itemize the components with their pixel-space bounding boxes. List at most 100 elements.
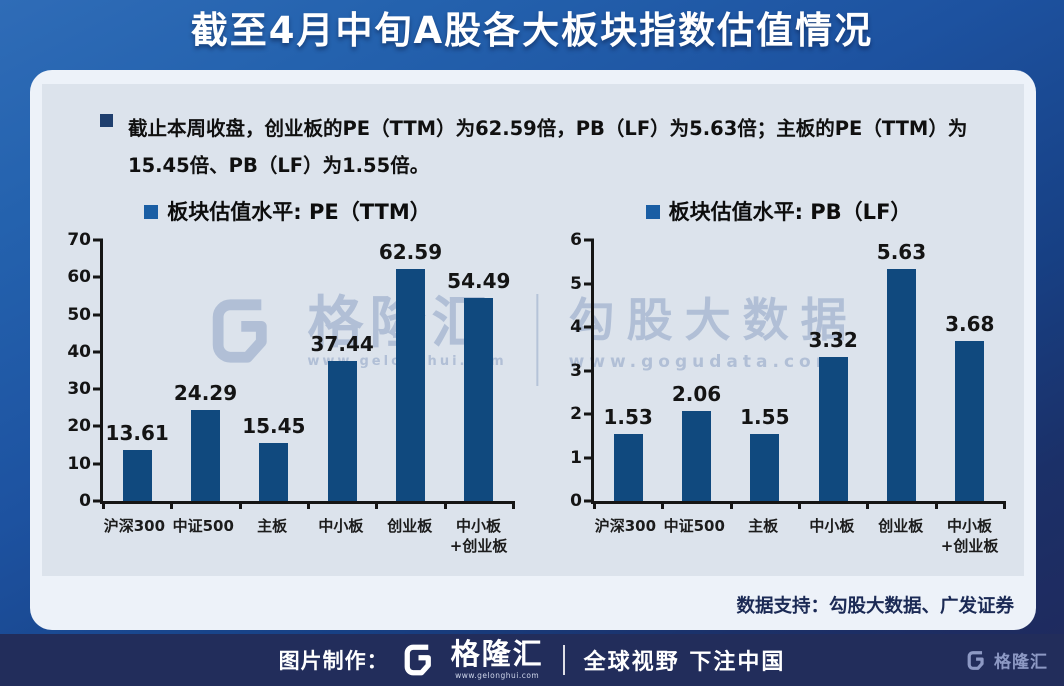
y-axis-tick-mark	[93, 238, 103, 242]
x-axis-category-label: 主板	[257, 517, 288, 535]
chart-panel: 截止本周收盘，创业板的PE（TTM）为62.59倍，PB（LF）为5.63倍；主…	[42, 84, 1024, 576]
x-axis-tick-mark	[1003, 501, 1006, 509]
x-axis-category-label: 创业板	[387, 517, 433, 535]
bar-slot: 24.29	[171, 240, 239, 501]
bar	[613, 434, 643, 501]
plot-area: 13.61 24.29 15.45 37.44 62.59 54.49 0 10 20 30 40…	[67, 230, 515, 511]
x-axis-category-label: 中小板	[318, 517, 364, 535]
bar-slot: 62.59	[376, 240, 444, 501]
x-axis-tick-mark	[170, 501, 174, 509]
bar-slot: 13.61	[103, 240, 171, 501]
bar	[259, 443, 289, 501]
bars-container: 13.61 24.29 15.45 37.44 62.59 54.49	[103, 240, 513, 501]
bar-value-label: 37.44	[310, 332, 374, 357]
footer-corner-brand-text: 格隆汇	[994, 652, 1048, 673]
chart-title: 板块估值水平: PE（TTM）	[50, 188, 525, 232]
bar-value-label: 5.63	[876, 240, 927, 264]
legend-square-icon	[645, 205, 660, 219]
y-axis-tick-mark	[584, 456, 594, 459]
bar-slot: 2.06	[662, 240, 730, 501]
x-axis-category-label: 中小板	[809, 517, 855, 535]
y-axis-tick-label: 70	[67, 230, 91, 250]
y-axis-tick-mark	[93, 424, 103, 428]
chart-title-text: 板块估值水平: PE（TTM）	[167, 200, 431, 224]
x-axis-category-label: 中小板 +创业板	[449, 517, 508, 555]
bar-slot: 3.68	[936, 240, 1004, 501]
watermark-partner-url: www.gogudata.com	[568, 352, 839, 372]
x-axis-tick-mark	[934, 501, 938, 509]
gelonghui-logo-icon	[966, 649, 988, 671]
bar-value-label: 1.55	[740, 404, 790, 429]
bar-value-label: 62.59	[378, 240, 443, 264]
x-axis-category-label: 中证500	[663, 517, 725, 535]
x-axis-category-label: 主板	[748, 517, 779, 535]
x-axis-tick-mark	[729, 501, 733, 509]
chart-title: 板块估值水平: PB（LF）	[541, 188, 1016, 232]
pb-lf-chart: 板块估值水平: PB（LF） 1.53 2.06 1.55 3.32 5.63 3.68 …	[541, 188, 1016, 568]
chart-title-text: 板块估值水平: PB（LF）	[668, 200, 912, 224]
page-title: 截至4月中旬A股各大板块指数估值情况	[190, 9, 874, 52]
bar-slot: 1.53	[594, 240, 662, 501]
y-axis-tick-mark	[584, 412, 594, 416]
charts-row: 板块估值水平: PE（TTM） 13.61 24.29 15.45 37.44 62.5…	[50, 188, 1016, 568]
x-axis-category-label: 中证500	[172, 517, 234, 535]
bar-value-label: 54.49	[447, 268, 511, 293]
y-axis-tick-label: 50	[67, 304, 91, 325]
y-axis-tick-mark	[584, 238, 594, 242]
bar	[122, 450, 152, 501]
x-axis-tick-mark	[798, 501, 801, 509]
bar-slot: 5.63	[867, 240, 935, 501]
bar-value-label: 3.32	[808, 327, 858, 352]
bar-slot: 3.32	[799, 240, 867, 501]
x-axis-tick-mark	[661, 501, 665, 509]
bar-slot: 15.45	[240, 240, 308, 501]
bars-container: 1.53 2.06 1.55 3.32 5.63 3.68	[594, 240, 1004, 501]
y-axis-tick-label: 20	[67, 416, 91, 437]
bar	[464, 297, 494, 501]
y-axis-tick-mark	[584, 325, 594, 329]
y-axis-tick-label: 5	[570, 273, 582, 294]
footer-made-by-label: 图片制作：	[278, 649, 389, 673]
bar-value-label: 13.61	[105, 421, 169, 446]
y-axis-tick-label: 2	[570, 404, 582, 424]
x-axis-labels: 沪深300 中证500 主板 中小板 创业板 中小板 +创业板	[591, 516, 1004, 556]
watermark-divider	[536, 294, 539, 386]
y-axis-tick-label: 0	[79, 491, 91, 511]
watermark-partner-block: 勾股大数据 www.gogudata.com	[569, 294, 859, 372]
x-axis-tick-mark	[593, 501, 596, 509]
y-axis-tick-mark	[584, 282, 594, 285]
data-support-text: 数据支持：勾股大数据、广发证券	[736, 596, 1014, 617]
footer-slogan: 全球视野 下注中国	[583, 650, 786, 675]
y-axis-tick-label: 30	[67, 379, 91, 400]
bar	[750, 433, 780, 501]
bar	[190, 410, 220, 501]
y-axis-tick-mark	[93, 350, 103, 354]
bar	[327, 361, 357, 501]
watermark-partner: 勾股大数据	[568, 293, 859, 347]
gelonghui-logo-icon	[402, 642, 438, 678]
y-axis-tick-mark	[584, 369, 594, 372]
bar-value-label: 24.29	[173, 381, 238, 406]
y-axis-tick-label: 3	[570, 360, 582, 381]
x-axis-tick-mark	[866, 501, 870, 509]
x-axis-category-label: 中小板 +创业板	[940, 517, 999, 555]
y-axis-tick-label: 0	[570, 491, 582, 511]
bar-value-label: 3.68	[945, 311, 995, 336]
bar	[955, 340, 985, 501]
y-axis-tick-label: 60	[67, 267, 91, 288]
x-axis-category-label: 沪深300	[103, 517, 166, 535]
x-axis-category-label: 创业板	[878, 517, 924, 535]
bar-slot: 54.49	[445, 240, 513, 501]
y-axis-tick-label: 6	[570, 230, 582, 250]
y-axis-tick-label: 10	[67, 453, 91, 474]
pe-ttm-chart: 板块估值水平: PE（TTM） 13.61 24.29 15.45 37.44 62.5…	[50, 188, 525, 568]
bar-value-label: 2.06	[671, 382, 722, 407]
x-axis-tick-mark	[375, 501, 379, 509]
footer-brand: 格隆汇	[450, 637, 544, 672]
bar	[681, 411, 711, 501]
y-axis-tick-mark	[93, 387, 103, 391]
footer-corner-brand: 格隆汇	[966, 648, 1048, 673]
y-axis-tick-mark	[93, 462, 103, 466]
x-axis-labels: 沪深300 中证500 主板 中小板 创业板 中小板 +创业板	[100, 516, 513, 556]
